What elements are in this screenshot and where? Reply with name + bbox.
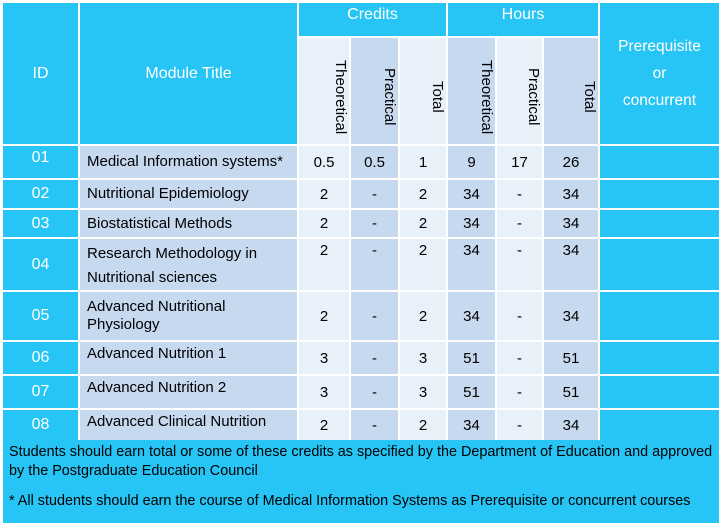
row-credits-practical: - (351, 180, 398, 208)
row-hours-total: 34 (544, 210, 598, 237)
row-credits-theoretical: 2 (299, 410, 349, 440)
row-hours-practical: - (497, 239, 542, 290)
row-credits-theoretical: 2 (299, 180, 349, 208)
row-prerequisite (600, 146, 719, 178)
header-id: ID (3, 3, 78, 144)
row-id: 01 (3, 146, 78, 178)
row-credits-practical: 0.5 (351, 146, 398, 178)
header-prerequisite: Prerequisite or concurrent (600, 3, 719, 144)
subheader-credits-practical: Practical (351, 38, 398, 144)
row-hours-theoretical: 51 (448, 376, 495, 408)
module-title-line-2: Nutritional sciences (87, 269, 218, 286)
row-prerequisite (600, 180, 719, 208)
module-title-line-2: Physiology (87, 316, 160, 333)
row-hours-total: 34 (544, 410, 598, 440)
row-module-title: Nutritional Epidemiology (80, 180, 297, 208)
row-credits-practical: - (351, 376, 398, 408)
row-hours-theoretical: 34 (448, 292, 495, 340)
row-module-title: Research Methodology in Nutritional scien… (80, 239, 297, 290)
row-hours-theoretical: 34 (448, 180, 495, 208)
row-module-title: Advanced Nutrition 1 (80, 342, 297, 374)
row-id: 08 (3, 410, 78, 440)
header-hours: Hours (448, 3, 598, 36)
row-hours-practical: - (497, 342, 542, 374)
row-credits-total: 2 (400, 292, 446, 340)
row-hours-practical: - (497, 180, 542, 208)
row-hours-total: 51 (544, 342, 598, 374)
row-credits-total: 3 (400, 342, 446, 374)
row-credits-total: 2 (400, 180, 446, 208)
row-hours-theoretical: 9 (448, 146, 495, 178)
row-module-title: Medical Information systems* (80, 146, 297, 178)
subheader-hours-practical: Practical (497, 38, 542, 144)
header-credits: Credits (299, 3, 446, 36)
row-hours-total: 34 (544, 239, 598, 290)
subheader-hours-theoretical: Theoretical (448, 38, 495, 144)
module-title-line-1: Advanced Nutritional (87, 298, 226, 315)
subheader-credits-theoretical: Theoretical (299, 38, 349, 144)
subheader-credits-total: Total (400, 38, 446, 144)
row-hours-theoretical: 34 (448, 239, 495, 290)
row-credits-total: 2 (400, 239, 446, 290)
row-module-title: Advanced Nutrition 2 (80, 376, 297, 408)
row-credits-theoretical: 3 (299, 376, 349, 408)
row-id: 07 (3, 376, 78, 408)
row-credits-theoretical: 2 (299, 292, 349, 340)
module-title-line-1: Research Methodology in (87, 245, 258, 262)
row-module-title: Biostatistical Methods (80, 210, 297, 237)
row-credits-theoretical: 0.5 (299, 146, 349, 178)
row-credits-theoretical: 2 (299, 210, 349, 237)
row-module-title: Advanced Clinical Nutrition (80, 410, 297, 440)
row-hours-practical: - (497, 210, 542, 237)
row-credits-total: 2 (400, 210, 446, 237)
footer-note-2: * All students should earn the course of… (3, 487, 719, 523)
row-id: 04 (3, 239, 78, 290)
row-credits-practical: - (351, 239, 398, 290)
row-credits-theoretical: 3 (299, 342, 349, 374)
row-hours-practical: 17 (497, 146, 542, 178)
row-prerequisite (600, 239, 719, 290)
row-credits-total: 2 (400, 410, 446, 440)
row-credits-practical: - (351, 292, 398, 340)
prereq-line-3: concurrent (622, 92, 697, 109)
row-credits-practical: - (351, 410, 398, 440)
row-credits-theoretical: 2 (299, 239, 349, 290)
row-hours-theoretical: 34 (448, 210, 495, 237)
row-prerequisite (600, 376, 719, 408)
row-prerequisite (600, 410, 719, 440)
row-id: 05 (3, 292, 78, 340)
row-hours-theoretical: 51 (448, 342, 495, 374)
row-id: 03 (3, 210, 78, 237)
row-credits-total: 1 (400, 146, 446, 178)
subheader-hours-total: Total (544, 38, 598, 144)
row-hours-theoretical: 34 (448, 410, 495, 440)
row-hours-practical: - (497, 376, 542, 408)
row-hours-total: 51 (544, 376, 598, 408)
row-hours-total: 26 (544, 146, 598, 178)
row-credits-practical: - (351, 342, 398, 374)
row-prerequisite (600, 210, 719, 237)
row-credits-total: 3 (400, 376, 446, 408)
row-module-title: Advanced Nutritional Physiology (80, 292, 297, 340)
row-prerequisite (600, 342, 719, 374)
row-hours-practical: - (497, 410, 542, 440)
row-hours-practical: - (497, 292, 542, 340)
row-prerequisite (600, 292, 719, 340)
row-id: 02 (3, 180, 78, 208)
row-hours-total: 34 (544, 292, 598, 340)
header-module-title: Module Title (80, 3, 297, 144)
footer-note-1: Students should earn total or some of th… (3, 440, 719, 487)
row-hours-total: 34 (544, 180, 598, 208)
row-id: 06 (3, 342, 78, 374)
row-credits-practical: - (351, 210, 398, 237)
prereq-line-1: Prerequisite (618, 38, 701, 55)
prereq-line-2: or (652, 65, 667, 82)
